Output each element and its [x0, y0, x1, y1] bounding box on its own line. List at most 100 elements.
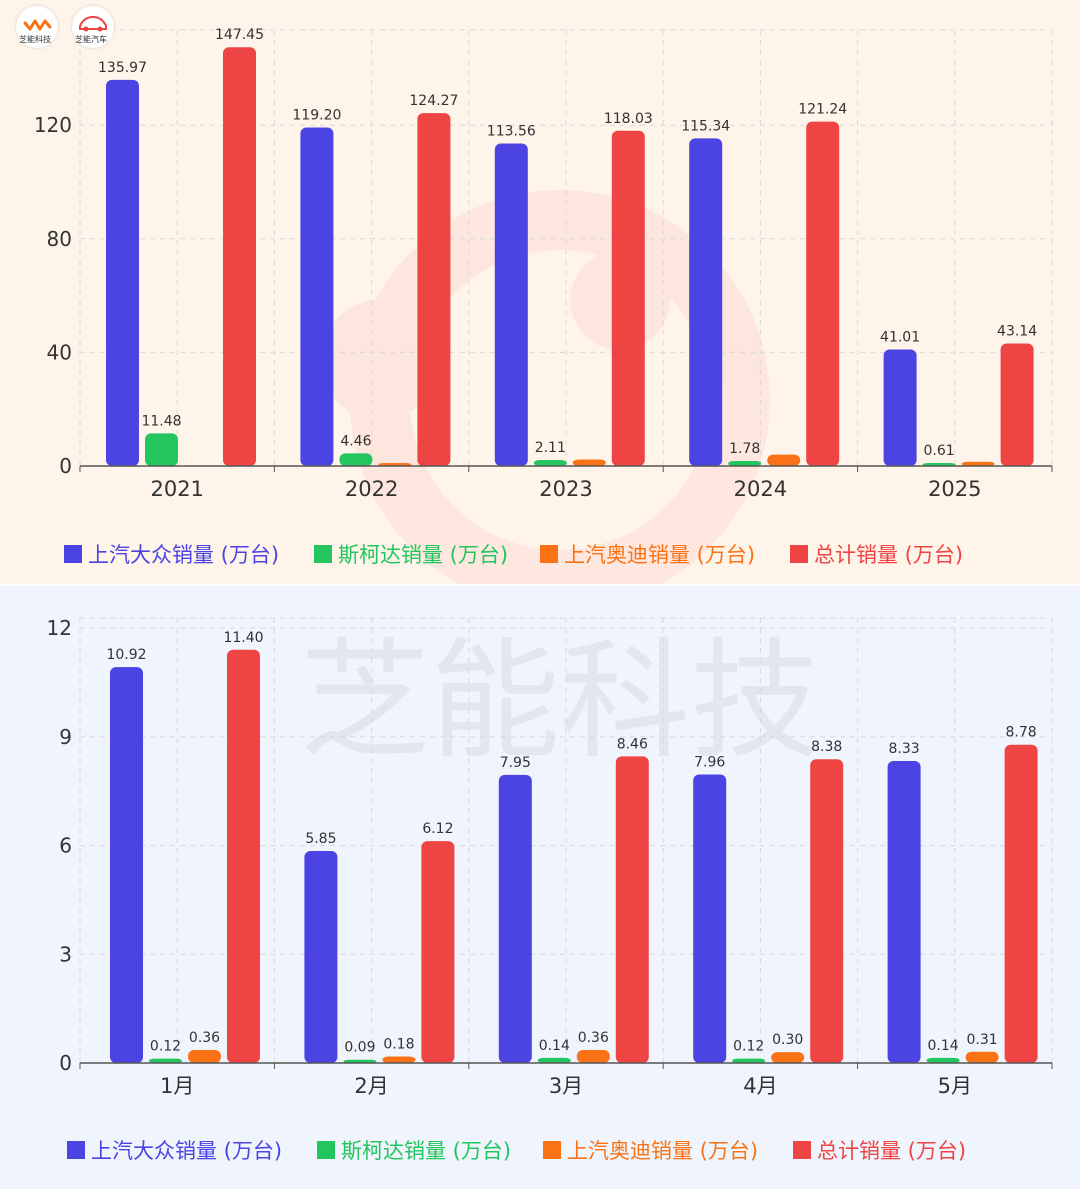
y-tick-label: 120 — [34, 113, 72, 137]
bar-total-0 — [223, 47, 256, 466]
y-tick-label: 9 — [59, 725, 72, 749]
bar-svw-0 — [110, 667, 143, 1063]
bar-audi-2 — [572, 459, 606, 466]
legend-label-total: 总计销量 (万台) — [817, 1139, 966, 1163]
bar-svw-1 — [300, 127, 334, 467]
data-label-total-0: 147.45 — [215, 27, 264, 43]
data-label-audi-1: 0.18 — [383, 1036, 414, 1052]
zhineng-auto-logo: 芝能汽车 — [72, 6, 114, 48]
bar-skoda-1 — [343, 1059, 377, 1063]
bar-audi-3 — [767, 454, 801, 466]
data-label-skoda-1: 4.46 — [340, 433, 371, 449]
bar-skoda-0 — [145, 433, 178, 466]
y-tick-label: 12 — [47, 616, 72, 640]
data-label-total-3: 121.24 — [798, 102, 847, 118]
legend-label-total: 总计销量 (万台) — [814, 543, 963, 567]
data-label-skoda-1: 0.09 — [344, 1040, 375, 1056]
data-label-svw-3: 115.34 — [681, 118, 730, 134]
legend-label-audi: 上汽奥迪销量 (万台) — [564, 543, 755, 567]
x-tick-label: 2024 — [734, 477, 787, 501]
bar-skoda-4 — [926, 1057, 960, 1063]
bar-total-1 — [421, 841, 455, 1063]
data-label-svw-1: 119.20 — [292, 107, 341, 123]
legend-swatch-total — [790, 545, 808, 563]
y-tick-label: 80 — [47, 227, 72, 251]
bar-svw-0 — [106, 79, 139, 466]
data-label-svw-4: 41.01 — [880, 330, 920, 346]
legend-swatch-svw — [67, 1141, 85, 1159]
data-label-svw-4: 8.33 — [889, 741, 920, 757]
x-tick-label: 2月 — [354, 1074, 388, 1098]
bar-svw-2 — [498, 774, 532, 1063]
bar-total-2 — [615, 756, 649, 1063]
data-label-audi-4: 0.31 — [967, 1032, 998, 1048]
watermark-graphic — [320, 190, 770, 584]
bar-skoda-2 — [533, 460, 567, 466]
data-label-svw-3: 7.96 — [694, 754, 725, 770]
monthly-sales-chart: 芝能科技 10.92 0.12 0.36 11.40 5.85 0.09 0.18 6.12 7… — [47, 616, 1053, 1163]
data-label-total-2: 118.03 — [604, 111, 653, 127]
legend-swatch-audi — [543, 1141, 561, 1159]
bar-total-4 — [1000, 343, 1034, 466]
legend-label-audi: 上汽奥迪销量 (万台) — [567, 1139, 758, 1163]
y-tick-label: 6 — [59, 834, 72, 858]
data-label-total-1: 124.27 — [409, 93, 458, 109]
brand-logos: 芝能科技 芝能汽车 — [16, 6, 116, 50]
x-tick-label: 3月 — [549, 1074, 583, 1098]
legend-label-skoda: 斯柯达销量 (万台) — [338, 543, 508, 567]
y-tick-label: 3 — [59, 942, 72, 966]
watermark-text: 芝能科技 — [300, 625, 820, 777]
bar-audi-2 — [576, 1049, 610, 1063]
data-label-skoda-3: 1.78 — [729, 441, 760, 457]
data-label-total-4: 8.78 — [1006, 725, 1037, 741]
wave-logo-icon — [23, 19, 52, 31]
bar-total-3 — [810, 759, 844, 1063]
y-tick-label: 40 — [47, 340, 72, 364]
bar-svw-3 — [693, 774, 727, 1063]
bar-total-3 — [806, 121, 840, 466]
data-label-audi-0: 0.36 — [189, 1030, 220, 1046]
legend-swatch-total — [793, 1141, 811, 1159]
bar-svw-2 — [494, 143, 528, 466]
bar-skoda-1 — [339, 453, 373, 466]
data-label-skoda-3: 0.12 — [733, 1039, 764, 1055]
bar-svw-4 — [883, 349, 917, 466]
x-tick-label: 2022 — [345, 477, 398, 501]
data-label-svw-2: 7.95 — [500, 755, 531, 771]
bar-svw-4 — [887, 761, 921, 1063]
x-tick-label: 2021 — [150, 477, 203, 501]
bar-skoda-2 — [537, 1057, 571, 1063]
data-label-skoda-2: 0.14 — [539, 1038, 570, 1054]
data-label-skoda-2: 2.11 — [535, 440, 566, 456]
legend-swatch-skoda — [317, 1141, 335, 1159]
data-label-total-2: 8.46 — [617, 736, 648, 752]
bar-audi-4 — [965, 1051, 999, 1063]
data-label-audi-2: 0.36 — [578, 1030, 609, 1046]
data-label-svw-2: 113.56 — [487, 123, 536, 139]
annual-sales-chart: 135.97 11.48 147.45 119.20 4.46 124.27 113.56 2… — [34, 27, 1053, 584]
data-label-skoda-4: 0.61 — [924, 443, 955, 459]
legend-swatch-audi — [540, 545, 558, 563]
bar-audi-0 — [188, 1049, 221, 1063]
data-label-skoda-4: 0.14 — [928, 1038, 959, 1054]
left-logo-text: 芝能科技 — [19, 35, 51, 44]
data-label-skoda-0: 11.48 — [141, 413, 181, 429]
x-tick-label: 2023 — [539, 477, 592, 501]
bar-total-1 — [417, 113, 451, 467]
bar-skoda-3 — [732, 1058, 766, 1063]
x-tick-label: 2025 — [928, 477, 981, 501]
bar-skoda-3 — [728, 460, 762, 466]
bar-total-4 — [1004, 744, 1038, 1063]
data-label-total-4: 43.14 — [997, 323, 1037, 339]
data-label-audi-3: 0.30 — [772, 1032, 803, 1048]
data-label-total-3: 8.38 — [811, 739, 842, 755]
bar-total-0 — [227, 649, 260, 1063]
bar-svw-3 — [689, 138, 723, 467]
x-tick-label: 4月 — [743, 1074, 777, 1098]
right-logo-text: 芝能汽车 — [75, 35, 107, 44]
x-tick-label: 1月 — [160, 1074, 194, 1098]
bar-audi-4 — [961, 461, 995, 466]
legend-label-svw: 上汽大众销量 (万台) — [91, 1139, 282, 1163]
data-label-total-0: 11.40 — [223, 630, 263, 646]
data-label-svw-0: 10.92 — [106, 647, 146, 663]
